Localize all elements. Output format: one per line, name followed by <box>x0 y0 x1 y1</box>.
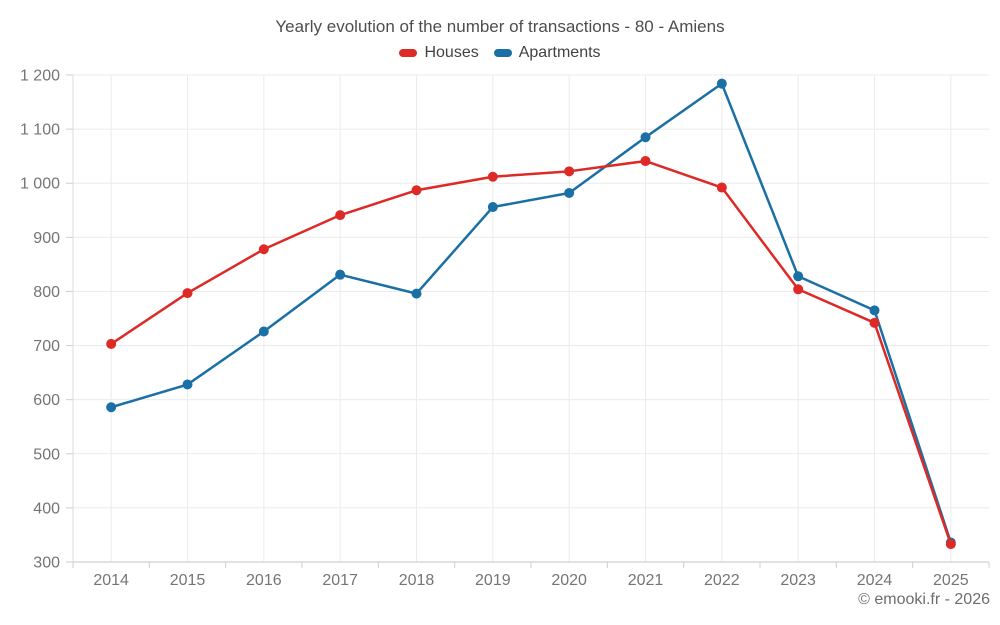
apartments-point-2021[interactable] <box>640 132 651 143</box>
apartments-point-2018[interactable] <box>411 288 422 299</box>
houses-point-2016[interactable] <box>258 244 269 255</box>
y-axis-label-800: 800 <box>33 284 60 301</box>
x-axis-label-2022: 2022 <box>704 572 740 589</box>
apartments-point-2019[interactable] <box>487 202 498 213</box>
houses-point-2022[interactable] <box>716 182 727 193</box>
y-axis-label-1200: 1 200 <box>20 68 60 85</box>
chart-title: Yearly evolution of the number of transa… <box>275 17 725 36</box>
x-axis-label-2019: 2019 <box>475 572 511 589</box>
houses-point-2024[interactable] <box>869 317 880 328</box>
apartments-point-2022[interactable] <box>716 78 727 89</box>
houses-point-2020[interactable] <box>564 166 575 177</box>
legend-item-apartments[interactable]: Apartments <box>493 44 601 62</box>
houses-point-2017[interactable] <box>335 210 346 221</box>
x-axis-label-2023: 2023 <box>780 572 816 589</box>
apartments-legend-swatch-icon <box>493 49 512 57</box>
x-axis-label-2020: 2020 <box>551 572 587 589</box>
y-axis-label-600: 600 <box>33 392 60 409</box>
y-axis-label-700: 700 <box>33 338 60 355</box>
x-axis-label-2025: 2025 <box>933 572 969 589</box>
houses-point-2018[interactable] <box>411 185 422 196</box>
copyright-footer: © emooki.fr - 2026 <box>858 591 990 608</box>
y-axis-label-1100: 1 100 <box>20 122 60 139</box>
houses-line <box>109 159 953 546</box>
apartments-point-2024[interactable] <box>869 305 880 316</box>
apartments-point-2015[interactable] <box>182 379 193 390</box>
y-axis-label-500: 500 <box>33 446 60 463</box>
legend-label-apartments: Apartments <box>518 44 601 61</box>
apartments-line <box>109 82 953 544</box>
x-axis-label-2018: 2018 <box>399 572 435 589</box>
legend-item-houses[interactable]: Houses <box>399 44 479 62</box>
y-axis-label-400: 400 <box>33 500 60 517</box>
houses-point-2023[interactable] <box>793 284 804 295</box>
x-axis-label-2016: 2016 <box>246 572 282 589</box>
apartments-point-2017[interactable] <box>335 269 346 280</box>
x-axis-label-2017: 2017 <box>322 572 358 589</box>
houses-legend-swatch-icon <box>399 49 418 57</box>
houses-point-2014[interactable] <box>106 338 117 349</box>
houses-point-2019[interactable] <box>487 171 498 182</box>
x-axis-label-2015: 2015 <box>170 572 206 589</box>
y-axis-label-900: 900 <box>33 230 60 247</box>
y-axis-label-1000: 1 000 <box>20 176 60 193</box>
legend: Houses Apartments <box>0 44 1000 62</box>
y-axis-label-300: 300 <box>33 555 60 572</box>
houses-point-2025[interactable] <box>945 539 956 550</box>
x-axis-label-2014: 2014 <box>93 572 129 589</box>
legend-label-houses: Houses <box>424 44 479 61</box>
apartments-point-2014[interactable] <box>106 402 117 413</box>
apartments-point-2020[interactable] <box>564 187 575 198</box>
apartments-point-2016[interactable] <box>258 326 269 337</box>
x-axis-label-2024: 2024 <box>857 572 893 589</box>
houses-point-2015[interactable] <box>182 288 193 299</box>
x-axis-label-2021: 2021 <box>628 572 664 589</box>
houses-point-2021[interactable] <box>640 156 651 167</box>
apartments-point-2023[interactable] <box>793 271 804 282</box>
